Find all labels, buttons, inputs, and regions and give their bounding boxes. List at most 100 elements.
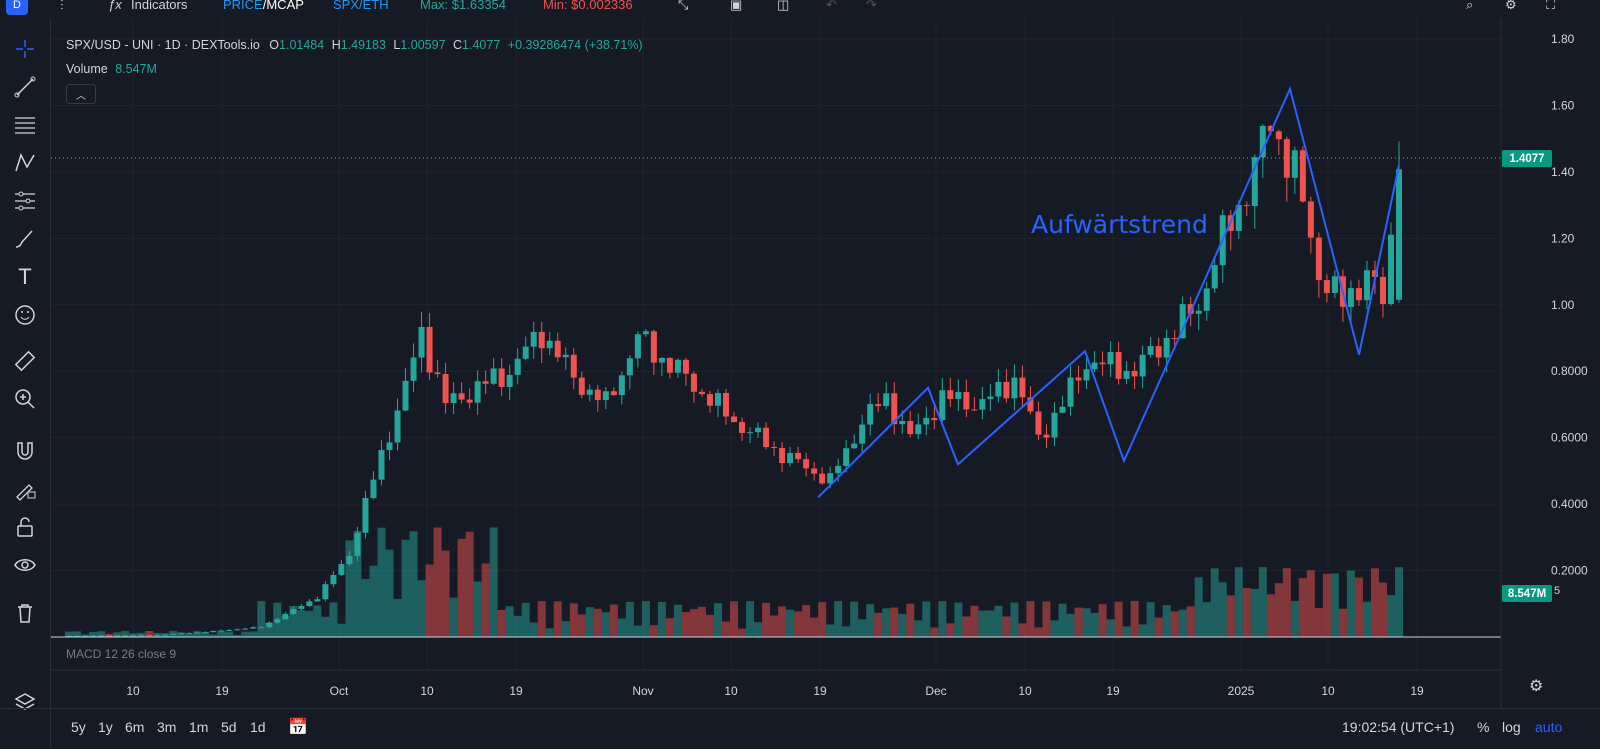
timeframe-1m[interactable]: 1m	[189, 719, 209, 735]
volume-bar	[593, 608, 602, 637]
indicators-icon[interactable]: ƒx	[108, 0, 122, 12]
time-axis-label: 19	[1410, 684, 1424, 698]
candle-body	[1155, 346, 1162, 358]
candle-body	[1243, 204, 1250, 207]
candle-body	[1291, 150, 1298, 178]
volume-bar	[1338, 608, 1347, 637]
zoom-in-icon[interactable]	[10, 384, 40, 414]
crosshair-icon[interactable]	[10, 34, 40, 64]
bar-style-icon[interactable]: ⫶	[60, 0, 64, 13]
eye-icon[interactable]	[10, 550, 40, 580]
candle-body	[74, 635, 81, 637]
volume-bar	[257, 601, 266, 637]
symbol-title[interactable]: SPX/USD - UNI · 1D · DEXTools.io	[66, 38, 260, 52]
timeframe-5d[interactable]: 5d	[221, 719, 237, 735]
volume-bar	[1330, 573, 1339, 637]
candle-body	[1195, 310, 1202, 314]
auto-toggle[interactable]: auto	[1535, 719, 1563, 735]
fib-retracement-icon[interactable]	[10, 110, 40, 140]
macd-legend[interactable]: MACD 12 26 close 9	[66, 647, 177, 661]
timeframe-1d[interactable]: 1d	[250, 719, 266, 735]
volume-bar	[1018, 623, 1027, 637]
price-axis[interactable]: 1.80 1.60 1.40 1.20 1.00 0.8000 0.6000 0.4000 0.…	[1531, 18, 1600, 708]
volume-bar	[649, 625, 658, 637]
volume-bar	[281, 616, 290, 637]
volume-bar	[553, 601, 562, 637]
redo-icon[interactable]: ↷	[866, 0, 877, 12]
volume-bar	[65, 631, 74, 637]
lock-icon[interactable]	[10, 512, 40, 542]
timeframe-6m[interactable]: 6m	[125, 719, 145, 735]
time-axis-label: 10	[724, 684, 738, 698]
volume-bar	[1258, 567, 1267, 637]
candle-body	[779, 447, 786, 464]
snapshot-icon[interactable]: ▣	[730, 0, 743, 12]
ruler-icon[interactable]	[10, 346, 40, 376]
indicators-button[interactable]: Indicators	[131, 0, 188, 12]
date-range-icon[interactable]: 📅	[288, 719, 308, 736]
undo-icon[interactable]: ↶	[826, 0, 837, 12]
object-tree-icon[interactable]	[10, 688, 40, 718]
brush-icon[interactable]	[10, 224, 40, 254]
price-axis-tick: 1.80	[1551, 32, 1575, 46]
candle-body	[811, 468, 818, 474]
candle-body	[602, 391, 609, 401]
clock[interactable]: 19:02:54 (UTC+1)	[1342, 719, 1455, 735]
candle-body	[178, 633, 185, 635]
volume-bar	[337, 623, 346, 637]
volume-bar	[657, 601, 666, 637]
magnet-icon[interactable]	[10, 436, 40, 466]
fullscreen-icon[interactable]: ⤡	[678, 0, 689, 12]
lock-drawing-icon[interactable]	[10, 474, 40, 504]
candle-body	[714, 393, 721, 406]
candle-body	[923, 417, 930, 425]
trash-icon[interactable]	[10, 598, 40, 628]
log-toggle[interactable]: log	[1502, 719, 1521, 735]
volume-bar	[1226, 595, 1235, 637]
search-icon[interactable]: ⌕	[1466, 0, 1474, 12]
mcap-label: /MCAP	[262, 0, 304, 12]
percent-toggle[interactable]: %	[1477, 719, 1490, 735]
timeframe-3m[interactable]: 3m	[157, 719, 177, 735]
pair-toggle[interactable]: SPX/ETH	[333, 0, 389, 12]
prediction-icon[interactable]	[10, 186, 40, 216]
volume-bar	[1162, 605, 1171, 637]
volume-bar	[1146, 602, 1155, 637]
time-axis-label: 19	[509, 684, 523, 698]
text-icon[interactable]: T	[18, 264, 32, 289]
candle-body	[1283, 139, 1290, 178]
volume-bar	[978, 610, 987, 637]
axis-settings-icon[interactable]: ⚙	[1529, 678, 1544, 695]
settings-icon[interactable]: ⚙	[1505, 0, 1517, 12]
collapse-legend-button[interactable]: ︿	[66, 84, 96, 104]
volume-bar	[882, 608, 891, 637]
volume-bar	[762, 602, 771, 637]
volume-bar	[609, 604, 618, 637]
candle-body	[594, 389, 601, 401]
timeframe-5y[interactable]: 5y	[71, 719, 86, 735]
emoji-icon[interactable]	[10, 300, 40, 330]
volume-bar	[705, 614, 714, 637]
volume-bar	[1122, 626, 1131, 637]
compare-icon[interactable]: ◫	[777, 0, 790, 12]
trend-annotation[interactable]: Aufwärtstrend	[1031, 210, 1208, 239]
app-logo[interactable]: D	[6, 0, 28, 15]
volume-bar	[417, 580, 426, 637]
volume-bar	[874, 612, 883, 637]
fullscreen-toggle-icon[interactable]: ⛶	[1546, 0, 1556, 12]
candle-body	[931, 417, 938, 421]
volume-bar	[1090, 612, 1099, 637]
candle-body	[1251, 157, 1258, 207]
price-mcap-toggle[interactable]: PRICE/MCAP	[223, 0, 304, 12]
volume-bar	[441, 550, 450, 637]
candle-body	[987, 396, 994, 400]
candle-body	[1115, 351, 1122, 379]
trendline-icon[interactable]	[10, 72, 40, 102]
price-chart[interactable]: 10 19 Oct 10 19 Nov 10 19 Dec 10 19 2025 10 19 Aufwär…	[51, 18, 1531, 708]
timeframe-1y[interactable]: 1y	[98, 719, 113, 735]
volume-bar	[730, 601, 739, 637]
volume-bar	[738, 628, 747, 637]
volume-bar	[289, 605, 298, 637]
pattern-icon[interactable]	[10, 148, 40, 178]
candle-body	[851, 443, 858, 449]
